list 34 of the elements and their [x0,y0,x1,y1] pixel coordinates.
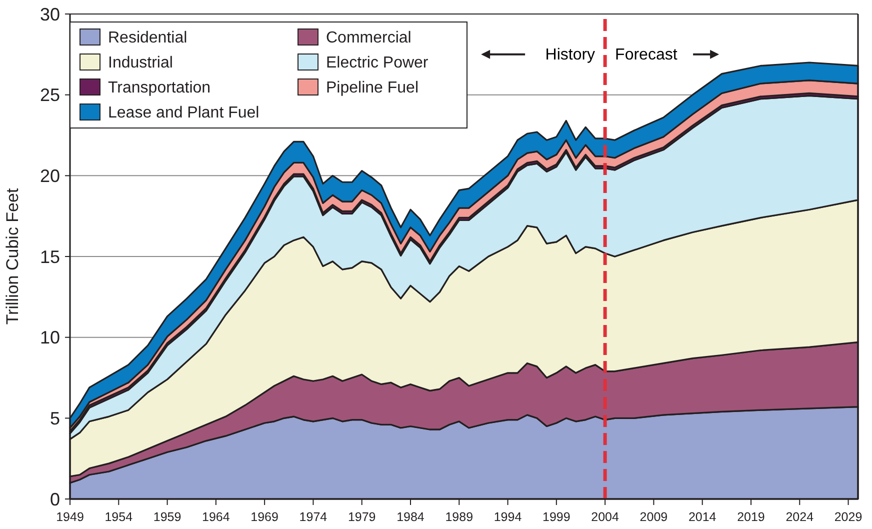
legend-label: Transportation [108,80,211,97]
y-tick-label: 15 [40,246,60,267]
x-tick-label: 1959 [153,510,182,524]
x-tick-label: 1994 [494,510,522,524]
x-tick-label: 2004 [591,510,620,524]
x-tick-label: 2014 [688,510,716,524]
x-tick-label: 1984 [396,510,424,524]
y-tick-label: 20 [40,166,60,186]
x-tick-label: 1989 [445,510,474,524]
y-tick-label: 30 [40,4,60,24]
y-tick-label: 5 [50,408,60,428]
x-tick-label: 1964 [202,510,230,524]
x-tick-label: 1979 [348,510,376,524]
annotation: History [545,46,596,64]
x-tick-label: 1954 [104,510,133,524]
legend-label: Electric Power [326,54,429,72]
x-tick-label: 1999 [542,510,570,524]
legend-label: Residential [108,30,188,47]
x-tick-label: 1974 [299,510,328,524]
x-tick-label: 2009 [640,510,668,524]
x-tick-label: 2019 [737,510,765,524]
legend-label: Lease and Plant Fuel [108,104,260,122]
annotation: Forecast [615,46,678,64]
x-tick-label: 1949 [56,510,84,524]
x-tick-label: 2024 [786,510,814,524]
legend-label: Pipeline Fuel [326,80,418,97]
legend-label: Industrial [108,54,173,72]
legend-label: Commercial [326,30,412,47]
x-tick-label: 1969 [250,510,279,524]
x-tick-label: 2029 [834,510,862,524]
y-tick-label: 10 [40,328,60,348]
y-tick-label: 0 [50,489,60,510]
y-tick-label: 25 [40,85,60,106]
y-axis-title: Trillion Cubic Feet [3,188,22,325]
